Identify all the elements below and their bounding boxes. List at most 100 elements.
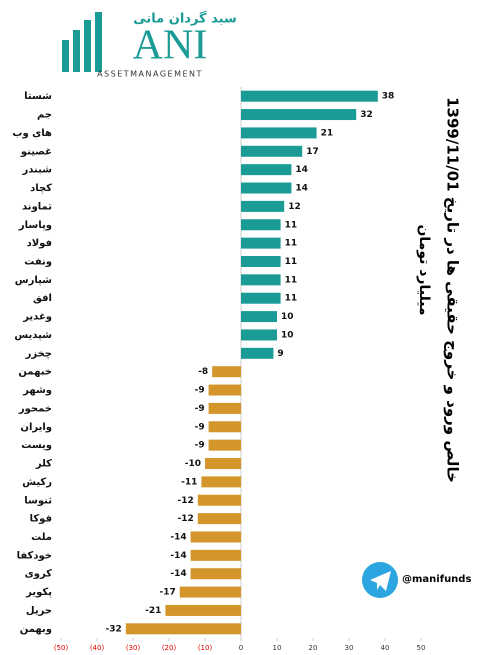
- category-label: جم: [37, 110, 52, 121]
- bar: [241, 274, 281, 286]
- category-label: تماوند: [22, 201, 52, 212]
- bar: [241, 347, 274, 359]
- value-label: 9: [277, 349, 283, 359]
- bar: [241, 182, 292, 194]
- watermark-text: @manifunds: [402, 574, 471, 585]
- category-label: شپدیس: [14, 330, 52, 341]
- telegram-plane: [370, 571, 391, 591]
- value-label: -9: [195, 422, 205, 432]
- value-label: -21: [145, 606, 161, 616]
- value-label: -9: [195, 441, 205, 451]
- category-label: شستا: [24, 91, 52, 102]
- value-label: -14: [170, 569, 186, 579]
- x-tick-label: (30): [126, 644, 141, 652]
- category-label: پکویر: [25, 587, 52, 598]
- category-label: رکیش: [22, 477, 52, 488]
- category-label: چخزر: [25, 348, 52, 359]
- category-label: ملت: [31, 532, 52, 543]
- x-tick-label: 30: [345, 644, 354, 652]
- x-tick-label: 10: [273, 644, 282, 652]
- value-label: 14: [295, 165, 308, 175]
- chart-subtitle: میلیارد تومان: [416, 224, 432, 315]
- category-label: ثنوسا: [24, 495, 52, 506]
- bar: [241, 219, 281, 231]
- category-label: شپارس: [15, 275, 52, 286]
- bar: [241, 311, 277, 323]
- category-label: فوکا: [30, 514, 52, 525]
- category-label: حریل: [26, 605, 52, 616]
- bar: [241, 255, 281, 267]
- category-label: های وب: [12, 128, 52, 139]
- x-tick-label: (10): [198, 644, 213, 652]
- value-label: 21: [321, 128, 334, 138]
- category-label: ویست: [21, 440, 52, 451]
- value-label: 14: [295, 184, 308, 194]
- value-label: 11: [285, 220, 298, 230]
- value-label: -11: [181, 477, 197, 487]
- value-label: 11: [285, 275, 298, 285]
- x-tick-label: 40: [381, 644, 390, 652]
- value-label: 38: [382, 92, 395, 102]
- logo-persian: سبد گردان مانی: [133, 11, 237, 27]
- category-label: غصینو: [20, 146, 52, 157]
- category-label: ونفت: [24, 256, 52, 267]
- logo-bar: [84, 20, 91, 72]
- value-label: -17: [160, 588, 176, 598]
- bar: [241, 145, 303, 157]
- logo: سبد گردان مانی ANI ASSETMANAGEMENT: [62, 11, 237, 79]
- bar: [201, 476, 241, 488]
- bar: [212, 366, 241, 378]
- bar: [208, 402, 241, 414]
- value-label: -8: [198, 367, 208, 377]
- x-tick-label: (20): [162, 644, 177, 652]
- category-label: وبهمن: [20, 624, 52, 635]
- bar: [241, 164, 292, 176]
- value-label: 10: [281, 312, 294, 322]
- category-label: خبهمن: [18, 367, 52, 378]
- value-label: -14: [170, 551, 186, 561]
- bar: [125, 623, 241, 635]
- bar: [208, 439, 241, 451]
- category-label: فولاد: [27, 238, 52, 249]
- bar: [190, 531, 241, 543]
- value-label: 17: [306, 147, 319, 157]
- category-label: وشهر: [22, 385, 52, 396]
- value-label: 10: [281, 330, 294, 340]
- category-label: افق: [33, 293, 52, 304]
- bar: [241, 200, 285, 212]
- chart-title: خالص ورود و خروج حقیقی ها در تاریخ 1399/…: [444, 97, 462, 483]
- bar: [197, 513, 241, 525]
- value-label: -12: [178, 496, 194, 506]
- x-tick-label: (40): [90, 644, 105, 652]
- logo-bar: [95, 12, 102, 72]
- value-label: -32: [106, 624, 122, 634]
- x-tick-label: 0: [239, 644, 243, 652]
- value-label: -9: [195, 404, 205, 414]
- value-label: 11: [285, 239, 298, 249]
- x-tick-label: 50: [417, 644, 426, 652]
- bar: [190, 568, 241, 580]
- logo-mark: ANI: [133, 23, 208, 69]
- bar: [190, 549, 241, 561]
- bar: [208, 421, 241, 433]
- value-label: 32: [360, 110, 373, 120]
- x-tick-label: (50): [54, 644, 69, 652]
- logo-tagline: ASSETMANAGEMENT: [97, 70, 203, 79]
- category-label: خمحور: [18, 403, 52, 414]
- category-label: کچاد: [30, 183, 52, 194]
- category-label: کلر: [35, 459, 52, 470]
- bar: [208, 384, 241, 396]
- value-label: 12: [288, 202, 301, 212]
- bar: [179, 586, 241, 598]
- bar: [241, 237, 281, 249]
- logo-bar: [73, 30, 80, 72]
- value-label: -10: [185, 459, 201, 469]
- x-tick-label: 20: [309, 644, 318, 652]
- bar: [241, 90, 378, 102]
- bar: [241, 292, 281, 304]
- value-label: -12: [178, 514, 194, 524]
- value-label: -9: [195, 386, 205, 396]
- bar: [165, 604, 241, 616]
- value-label: 11: [285, 294, 298, 304]
